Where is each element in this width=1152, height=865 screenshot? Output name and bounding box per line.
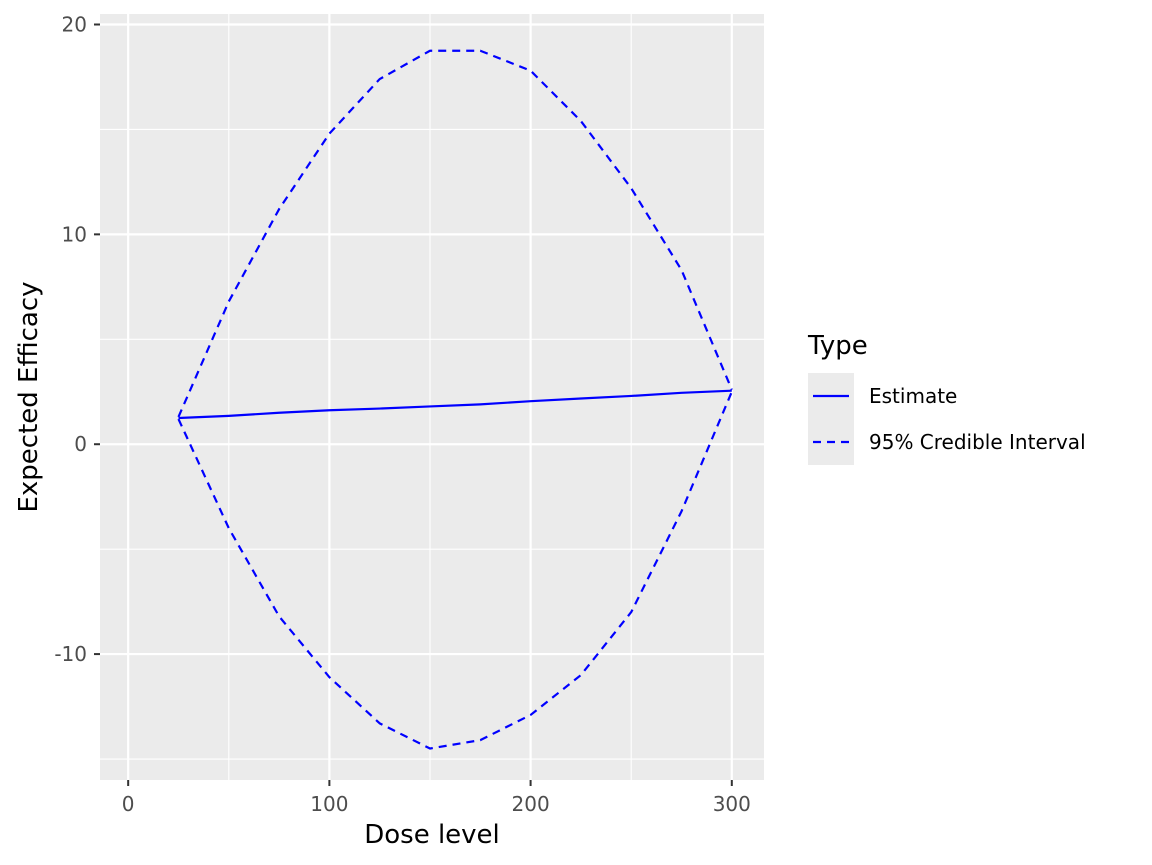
x-axis-title: Dose level	[364, 820, 500, 850]
legend: Type Estimate 95% Credible Interval	[807, 331, 1086, 465]
y-axis-title: Expected Efficacy	[14, 281, 44, 512]
x-tick-label: 100	[310, 792, 348, 816]
y-tick-labels: -10 0 10 20	[54, 12, 87, 666]
x-tick-label: 200	[512, 792, 550, 816]
y-tick-label: 0	[74, 432, 87, 456]
plot-panel	[100, 14, 764, 780]
legend-label-estimate: Estimate	[869, 384, 957, 408]
series-layer	[177, 49, 733, 750]
x-tick-labels: 0 100 200 300	[122, 792, 751, 816]
legend-label-credible-interval: 95% Credible Interval	[869, 430, 1086, 454]
x-tick-label: 300	[713, 792, 751, 816]
estimate-line	[178, 389, 732, 420]
x-tick-label: 0	[122, 792, 135, 816]
axis-ticks	[94, 23, 733, 786]
credible-interval-upper-line	[177, 49, 733, 418]
major-gridlines	[100, 14, 764, 780]
y-tick-label: 20	[62, 12, 87, 36]
y-tick-label: -10	[54, 642, 87, 666]
legend-title: Type	[807, 331, 868, 361]
credible-interval-lower-line	[177, 391, 733, 750]
y-tick-label: 10	[62, 222, 87, 246]
